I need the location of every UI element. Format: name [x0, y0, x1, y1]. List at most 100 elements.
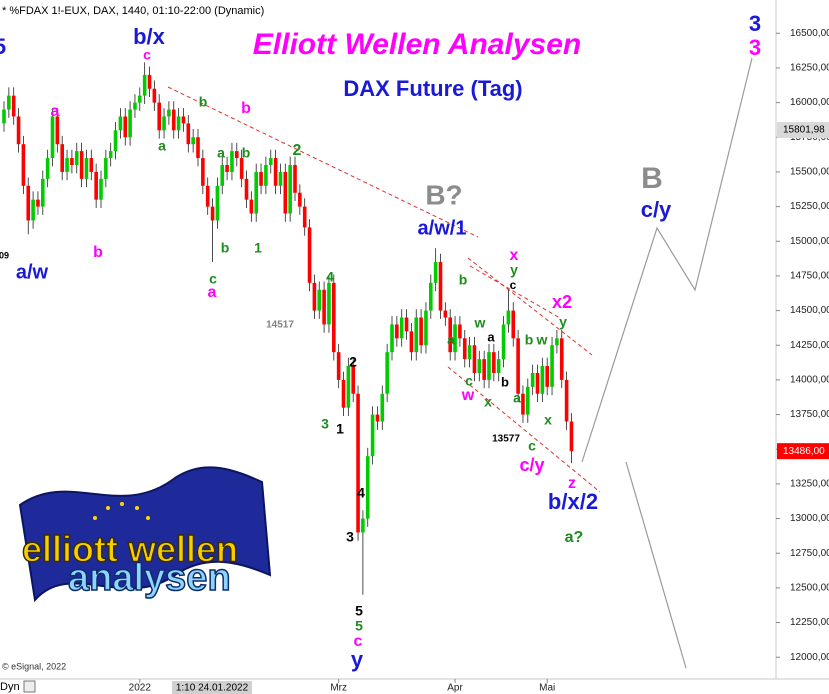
candle-body: [419, 317, 423, 346]
trend-line: [469, 265, 561, 319]
wave-label: c: [465, 373, 473, 389]
logo-stars: [93, 502, 150, 520]
candle-body: [113, 130, 118, 152]
candle-body: [467, 345, 472, 360]
candle-body: [332, 282, 336, 353]
candle-body: [341, 379, 346, 408]
wave-label: B?: [425, 179, 462, 210]
candle-body: [526, 386, 530, 415]
wave-label: 13577: [492, 434, 520, 445]
y-tick-label: 14750,00: [790, 271, 829, 282]
wave-label: b: [199, 94, 208, 110]
wave-label: 2: [349, 354, 357, 370]
candle-body: [327, 282, 331, 325]
wave-label: b: [221, 240, 230, 256]
candle-body: [550, 345, 554, 387]
candle-body: [380, 393, 385, 422]
wave-label: 4: [326, 269, 334, 285]
candle-body: [118, 116, 123, 131]
candle-body: [215, 185, 220, 221]
wave-label: c: [354, 633, 363, 650]
wave-label: b: [501, 374, 509, 389]
y-tick-label: 16000,00: [790, 97, 829, 108]
candle-body: [492, 352, 496, 373]
price-marker-label: 15801,98: [783, 125, 825, 136]
candle-body: [443, 310, 448, 318]
wave-label: y: [559, 314, 567, 330]
wave-label: 5: [355, 618, 363, 634]
candle-body: [123, 116, 128, 138]
candle-body: [482, 359, 486, 380]
wave-label: c/y: [519, 455, 544, 475]
overlay: 5b/xcabbaab209a/wbb1ca4145172314355cyB?a…: [0, 11, 761, 672]
candle-body: [162, 116, 166, 131]
wave-label: y: [510, 262, 518, 278]
candle-body: [11, 95, 16, 117]
wave-label: 3: [749, 11, 761, 36]
crosshair-box: [172, 681, 252, 694]
candle-body: [555, 338, 559, 346]
candle-body: [472, 345, 477, 373]
wave-label: 3: [321, 416, 329, 432]
wave-label: 1: [254, 240, 262, 256]
x-tick-label: Apr: [447, 683, 463, 694]
wave-label: x2: [552, 292, 572, 312]
candle-body: [50, 116, 55, 159]
candle-body: [302, 206, 307, 228]
candle-body: [157, 102, 161, 131]
candle-body: [487, 352, 491, 380]
candle-body: [79, 151, 84, 179]
candle-body: [395, 324, 399, 339]
candle-body: [99, 178, 103, 200]
candle-body: [351, 366, 355, 394]
y-tick-label: 16250,00: [790, 63, 829, 74]
candle-body: [244, 178, 249, 200]
trend-line: [447, 366, 601, 493]
wave-label: b: [242, 145, 251, 161]
candle-body: [288, 164, 292, 214]
x-tick-label: 2022: [129, 683, 152, 694]
candle-body: [390, 324, 394, 353]
candle-body: [409, 331, 414, 353]
wave-label: a/w: [16, 261, 49, 283]
candle-body: [365, 456, 370, 519]
wave-label: a: [51, 103, 60, 120]
price-marker-label: 13486,00: [783, 446, 825, 457]
y-tick-label: 12000,00: [790, 652, 829, 663]
mode-icon[interactable]: [23, 680, 36, 693]
candle-body: [60, 144, 64, 172]
candle-body: [36, 199, 40, 207]
candle-body: [458, 324, 462, 339]
candle-body: [70, 158, 74, 165]
logo-text: elliott wellen: [22, 529, 238, 570]
candle-body: [196, 137, 200, 159]
candle-body: [268, 158, 273, 165]
y-tick-label: 13750,00: [790, 409, 829, 420]
candle-body: [453, 324, 457, 353]
projection-line: [581, 57, 753, 463]
candle-body: [511, 310, 516, 339]
wave-label: 1: [336, 421, 344, 437]
crosshair-label: 1:10 24.01.2022: [176, 683, 249, 694]
candle-body: [424, 310, 428, 346]
candles: [2, 62, 574, 595]
candle-body: [429, 282, 433, 311]
candle-body: [307, 227, 312, 283]
wave-label: b/x: [133, 24, 166, 49]
candle-body: [346, 366, 351, 408]
candle-body: [462, 338, 467, 360]
candle-body: [220, 164, 225, 186]
candle-body: [521, 393, 525, 415]
candle-body: [225, 164, 229, 172]
candle-body: [21, 144, 26, 186]
candle-body: [249, 199, 254, 214]
y-tick-label: 15000,00: [790, 236, 829, 247]
wave-label: c: [510, 278, 517, 292]
x-tick-label: Mai: [539, 683, 555, 694]
candle-body: [496, 359, 501, 373]
wave-label: a?: [565, 529, 584, 546]
logo-flag: [18, 466, 272, 603]
wave-label: y: [351, 647, 364, 672]
y-tick-label: 14500,00: [790, 305, 829, 316]
chart-subtitle: DAX Future (Tag): [343, 76, 522, 101]
